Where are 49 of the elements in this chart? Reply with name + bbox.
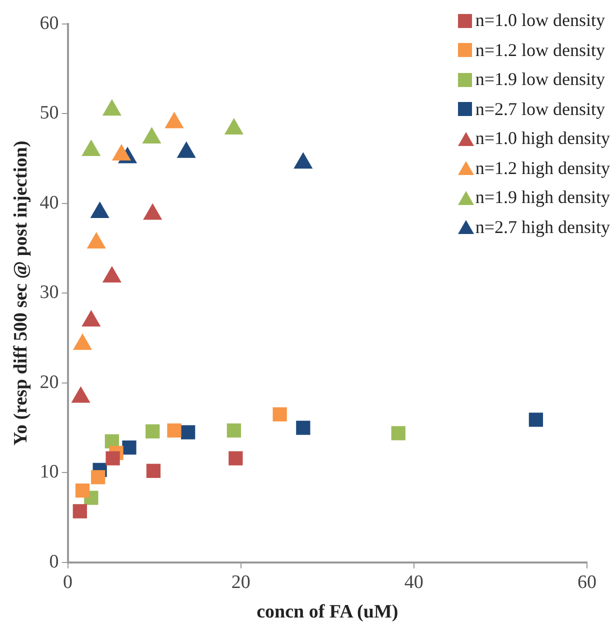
point xyxy=(167,423,182,438)
point xyxy=(75,484,90,498)
point xyxy=(82,310,101,327)
x-tick-label: 0 xyxy=(63,572,73,593)
y-axis-title: Yo (resp diff 500 sec @ post injection) xyxy=(10,140,32,446)
point xyxy=(176,141,196,158)
y-tick-label: 60 xyxy=(40,12,59,34)
point xyxy=(122,440,136,455)
point xyxy=(91,470,106,484)
legend-label: n=1.2 low density xyxy=(475,38,605,62)
point xyxy=(296,420,310,435)
legend-label: n=2.7 high density xyxy=(475,216,610,239)
point xyxy=(143,203,162,220)
legend-label: n=1.0 low density xyxy=(475,9,605,32)
y-tick-label: 40 xyxy=(40,192,59,214)
point xyxy=(72,504,87,518)
point xyxy=(181,425,196,440)
x-tick-label: 40 xyxy=(404,572,424,593)
y-tick-label: 20 xyxy=(40,372,59,393)
point xyxy=(106,451,120,466)
legend-label: n=1.2 high density xyxy=(475,156,610,180)
point xyxy=(272,407,287,422)
point xyxy=(228,451,243,466)
y-tick-label: 0 xyxy=(49,551,59,572)
x-tick-label: 20 xyxy=(231,572,250,593)
legend-label: n=1.9 low density xyxy=(475,68,605,91)
point xyxy=(226,423,242,438)
point xyxy=(86,232,106,248)
x-tick-label: 60 xyxy=(578,572,596,593)
point xyxy=(102,99,122,116)
point xyxy=(146,424,160,438)
legend-label: n=1.0 high density xyxy=(475,127,610,150)
y-tick-label: 30 xyxy=(40,282,59,304)
legend-label: n=1.9 high density xyxy=(475,186,610,209)
point xyxy=(90,201,110,218)
y-tick-label: 10 xyxy=(40,462,59,483)
point xyxy=(391,426,406,440)
point xyxy=(146,464,161,478)
point xyxy=(82,140,101,156)
point xyxy=(294,152,313,169)
point xyxy=(224,118,244,134)
point xyxy=(102,266,122,283)
point xyxy=(142,126,162,144)
point xyxy=(112,144,131,161)
y-tick-label: 50 xyxy=(40,102,59,124)
x-axis-title: concn of FA (uM) xyxy=(256,602,398,623)
point xyxy=(164,112,184,128)
point xyxy=(528,412,544,427)
legend-label: n=2.7 low density xyxy=(475,98,605,121)
